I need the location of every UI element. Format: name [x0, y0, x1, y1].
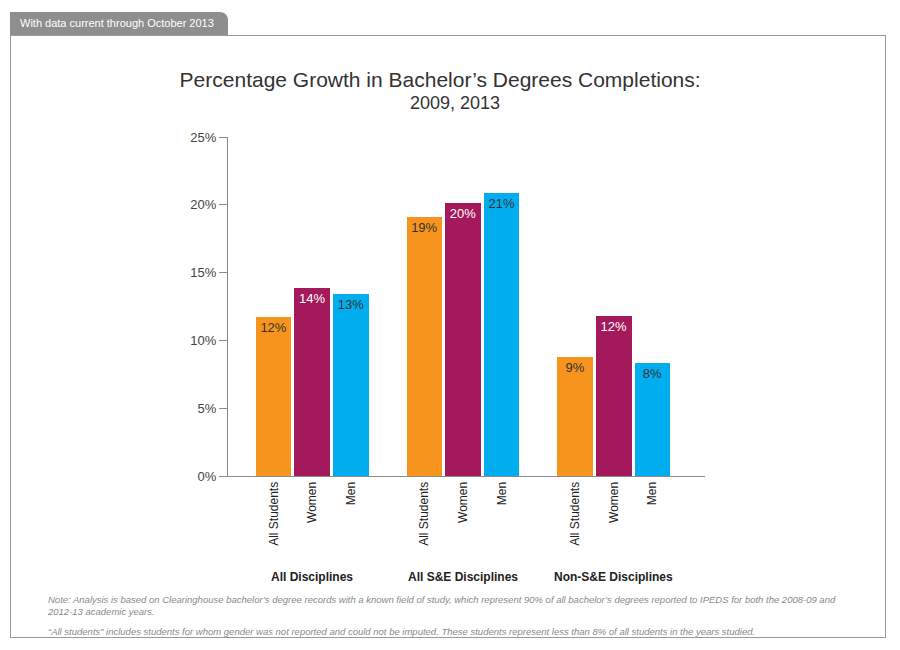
svg-text:Men: Men [495, 482, 509, 505]
svg-text:12%: 12% [601, 319, 627, 334]
svg-text:21%: 21% [488, 196, 514, 211]
html-text:Note: Analysis is based on Cle: Note: Analysis is based on Clearinghouse… [48, 594, 836, 617]
svg-text:All Students: All Students [568, 482, 582, 546]
svg-text:19%: 19% [411, 220, 437, 235]
svg-text:20%: 20% [190, 197, 216, 212]
svg-text:Non-S&E Disciplines: Non-S&E Disciplines [554, 570, 673, 584]
svg-text:Men: Men [344, 482, 358, 505]
svg-text:12%: 12% [260, 320, 286, 335]
svg-text:2009, 2013: 2009, 2013 [410, 93, 500, 113]
svg-text:Women: Women [305, 482, 319, 523]
svg-text:0%: 0% [198, 469, 217, 484]
svg-text:14%: 14% [299, 291, 325, 306]
svg-text:8%: 8% [643, 366, 662, 381]
svg-text:All Disciplines: All Disciplines [271, 570, 353, 584]
svg-text:All S&E Disciplines: All S&E Disciplines [408, 570, 518, 584]
svg-text:15%: 15% [190, 265, 216, 280]
html-text:“All students” includes studen: “All students” includes students for who… [48, 626, 756, 637]
svg-text:Percentage Growth in Bachelor’: Percentage Growth in Bachelor’s Degrees … [180, 68, 701, 91]
svg-text:5%: 5% [198, 401, 217, 416]
svg-text:Women: Women [607, 482, 621, 523]
svg-text:Women: Women [456, 482, 470, 523]
svg-text:10%: 10% [190, 333, 216, 348]
html-text:With data current through Octo: With data current through October 2013 [20, 17, 214, 29]
svg-text:All Students: All Students [267, 482, 281, 546]
svg-text:13%: 13% [338, 297, 364, 312]
svg-text:25%: 25% [190, 130, 216, 145]
svg-text:20%: 20% [450, 206, 476, 221]
svg-text:All Students: All Students [417, 482, 431, 546]
svg-text:9%: 9% [566, 360, 585, 375]
svg-text:Men: Men [645, 482, 659, 505]
